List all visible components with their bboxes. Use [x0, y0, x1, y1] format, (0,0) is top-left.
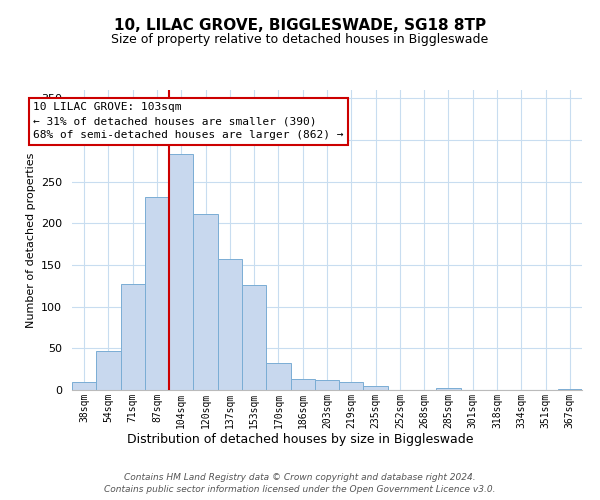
Bar: [339, 382, 364, 390]
Bar: [364, 386, 388, 390]
Text: 10, LILAC GROVE, BIGGLESWADE, SG18 8TP: 10, LILAC GROVE, BIGGLESWADE, SG18 8TP: [114, 18, 486, 32]
Text: Size of property relative to detached houses in Biggleswade: Size of property relative to detached ho…: [112, 32, 488, 46]
Y-axis label: Number of detached properties: Number of detached properties: [26, 152, 35, 328]
Bar: [242, 285, 266, 390]
Text: Contains HM Land Registry data © Crown copyright and database right 2024.: Contains HM Land Registry data © Crown c…: [124, 472, 476, 482]
Bar: [290, 379, 315, 390]
Bar: [266, 362, 290, 390]
Bar: [315, 380, 339, 390]
Text: Distribution of detached houses by size in Biggleswade: Distribution of detached houses by size …: [127, 432, 473, 446]
Bar: [96, 351, 121, 390]
Bar: [72, 382, 96, 390]
Text: 10 LILAC GROVE: 103sqm
← 31% of detached houses are smaller (390)
68% of semi-de: 10 LILAC GROVE: 103sqm ← 31% of detached…: [34, 102, 344, 141]
Bar: [121, 284, 145, 390]
Bar: [218, 259, 242, 390]
Bar: [436, 388, 461, 390]
Bar: [169, 154, 193, 390]
Bar: [193, 214, 218, 390]
Bar: [558, 389, 582, 390]
Bar: [145, 196, 169, 390]
Text: Contains public sector information licensed under the Open Government Licence v3: Contains public sector information licen…: [104, 485, 496, 494]
